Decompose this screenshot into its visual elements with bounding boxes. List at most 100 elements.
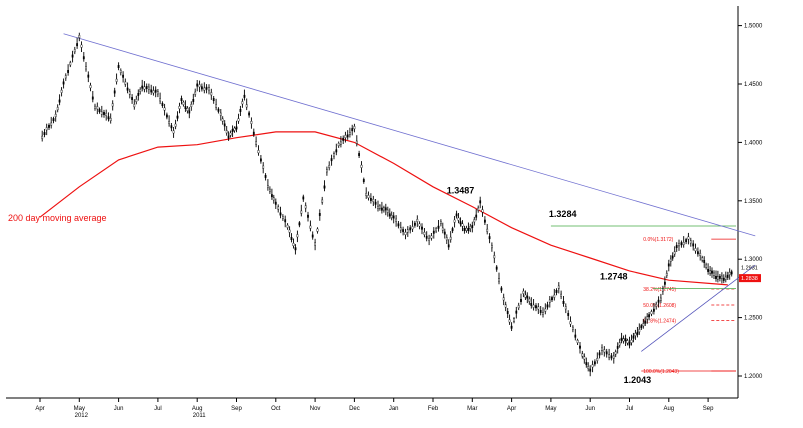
price-candle-body <box>671 255 674 259</box>
price-candle-body <box>692 243 695 247</box>
x-tick-label: Feb <box>428 406 439 412</box>
fib-level-label: 61.8%(1.2474) <box>643 319 676 325</box>
price-candle-body <box>379 205 381 209</box>
price-candle-body <box>64 75 67 79</box>
price-candle-body <box>610 355 613 359</box>
price-candle-body <box>333 153 335 157</box>
price-candle-body <box>377 205 379 209</box>
price-candle-body <box>697 251 699 255</box>
price-candle-body <box>323 185 326 189</box>
price-candle-body <box>567 313 570 316</box>
price-candle-body <box>279 212 282 216</box>
price-candle-body <box>508 319 511 323</box>
x-tick-label: Apr <box>35 406 44 412</box>
price-candle-body <box>699 253 702 257</box>
price-candle-body <box>52 118 55 122</box>
price-candle-body <box>428 237 430 241</box>
price-candle-body <box>139 89 142 93</box>
price-candle-body <box>634 333 637 336</box>
price-candle-body <box>564 306 567 310</box>
price-candle-body <box>321 199 324 203</box>
fib-level-label: 100.0%(1.2043) <box>643 369 679 375</box>
price-candle-body <box>574 334 577 338</box>
price-candle-body <box>286 224 289 228</box>
price-candle-body <box>589 368 592 372</box>
price-candle-body <box>330 158 333 162</box>
price-candle-body <box>624 338 627 342</box>
price-candle-body <box>241 101 244 105</box>
price-candle-body <box>557 285 560 289</box>
price-candle-body <box>596 358 599 361</box>
price-candle-body <box>630 339 633 343</box>
price-candle-body <box>638 329 641 333</box>
price-candle-body <box>477 207 480 211</box>
price-candle-body <box>215 104 217 108</box>
price-candle-body <box>416 219 419 223</box>
price-candle-body <box>484 219 486 223</box>
price-candle-body <box>612 355 615 359</box>
price-candle-body <box>165 114 168 118</box>
price-candle-body <box>662 288 664 292</box>
price-candle-body <box>126 87 129 91</box>
price-candle-body <box>262 165 265 169</box>
price-candle-body <box>277 206 280 210</box>
price-candle-body <box>137 92 140 96</box>
price-candle-body <box>131 97 133 101</box>
price-candle-body <box>200 86 203 90</box>
price-candle-body <box>457 217 460 221</box>
price-candle-body <box>105 113 108 117</box>
price-candle-body <box>548 299 551 303</box>
price-candle-body <box>298 222 301 226</box>
price-candle-body <box>235 126 238 130</box>
price-candle-body <box>219 112 222 116</box>
price-candle-body <box>395 218 397 222</box>
price-candle-body <box>272 197 275 201</box>
price-candle-body <box>673 251 676 255</box>
price-candle-body <box>248 112 250 116</box>
price-candle-body <box>675 245 678 249</box>
price-candle-body <box>430 235 433 239</box>
price-candle-body <box>386 209 389 213</box>
x-tick-label: Jan <box>389 406 399 412</box>
x-tick-label: Dec <box>349 406 360 412</box>
price-candle-body <box>535 305 537 309</box>
price-candle-body <box>409 227 412 231</box>
price-candle-body <box>78 35 81 38</box>
price-candle-body <box>653 308 655 312</box>
price-candle-body <box>644 320 647 324</box>
price-candle-body <box>103 111 105 115</box>
price-candle-body <box>515 310 518 314</box>
price-candle-body <box>355 140 358 144</box>
price-candle-body <box>411 226 414 230</box>
price-candle-body <box>728 272 731 275</box>
price-candle-body <box>451 228 454 232</box>
price-candle-body <box>60 89 63 93</box>
price-candle-body <box>479 200 482 204</box>
trendline <box>641 264 756 352</box>
price-candle-body <box>109 118 112 122</box>
price-candle-body <box>243 94 246 98</box>
moving-average-label: 200 day moving average <box>8 213 107 223</box>
price-candle-body <box>288 229 291 233</box>
price-candle-body <box>318 212 321 216</box>
x-tick-label: Nov <box>310 406 321 412</box>
price-candle-body <box>255 141 257 145</box>
price-candle-body <box>205 86 208 90</box>
price-candle-body <box>388 213 391 217</box>
price-candle-body <box>282 216 284 220</box>
price-candle-body <box>233 127 236 131</box>
price-candle-body <box>553 294 556 298</box>
price-candle-body <box>145 86 148 90</box>
price-candle-body <box>463 227 466 231</box>
y-tick-label: 1.4500 <box>744 82 763 88</box>
price-candle-body <box>316 228 319 232</box>
price-candle-body <box>143 86 146 90</box>
price-candle-body <box>229 132 232 136</box>
price-candle-body <box>172 130 175 134</box>
price-candle-body <box>271 194 273 198</box>
x-tick-label: Sep <box>703 406 714 412</box>
price-candle-body <box>80 44 83 48</box>
price-candle-body <box>296 234 299 238</box>
price-candle-body <box>374 201 377 205</box>
price-candle-body <box>360 164 363 168</box>
